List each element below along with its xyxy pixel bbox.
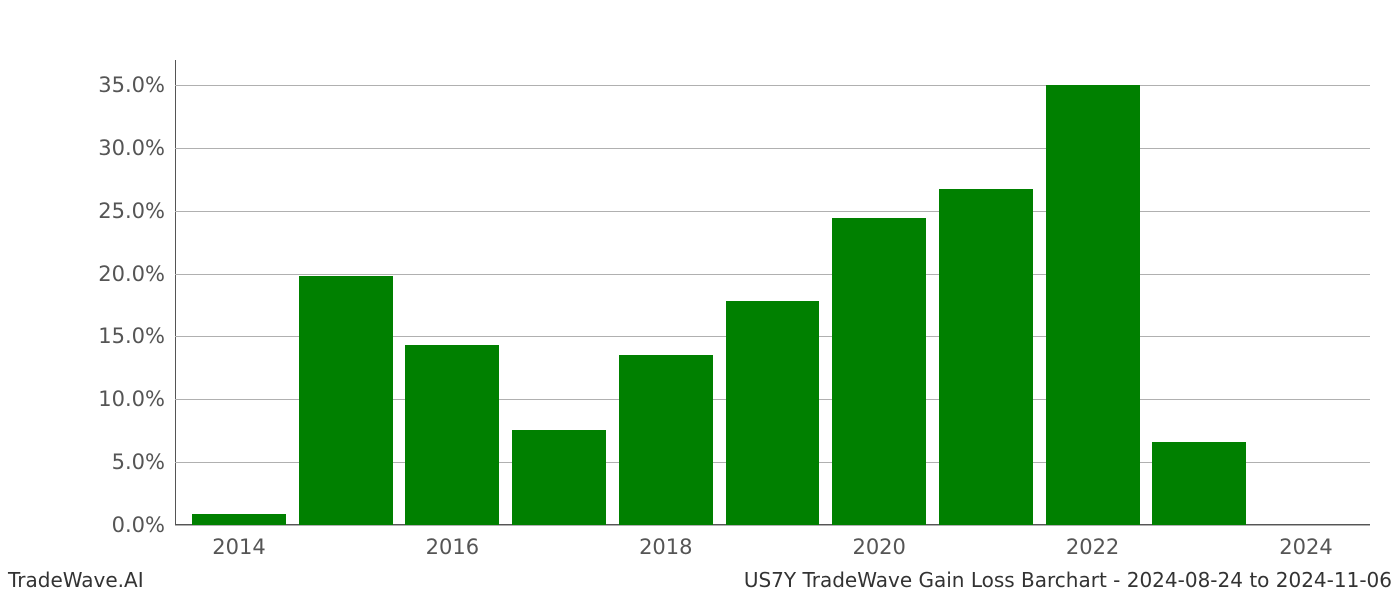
y-tick-label: 20.0% bbox=[98, 262, 165, 286]
bar bbox=[939, 189, 1033, 525]
bar bbox=[512, 430, 606, 526]
bar bbox=[192, 514, 286, 525]
y-tick-label: 25.0% bbox=[98, 199, 165, 223]
footer-caption: US7Y TradeWave Gain Loss Barchart - 2024… bbox=[744, 568, 1392, 592]
bar bbox=[832, 218, 926, 525]
bar-chart bbox=[175, 60, 1370, 525]
x-tick-label: 2024 bbox=[1279, 535, 1332, 559]
gridline bbox=[175, 525, 1370, 526]
plot-area bbox=[175, 60, 1370, 525]
bar bbox=[1152, 442, 1246, 525]
bar bbox=[299, 276, 393, 525]
gridline bbox=[175, 85, 1370, 86]
gridline bbox=[175, 148, 1370, 149]
x-tick-label: 2018 bbox=[639, 535, 692, 559]
x-tick-label: 2022 bbox=[1066, 535, 1119, 559]
y-tick-label: 0.0% bbox=[112, 513, 165, 537]
y-axis-spine bbox=[175, 60, 176, 525]
y-tick-label: 10.0% bbox=[98, 387, 165, 411]
gridline bbox=[175, 274, 1370, 275]
y-tick-label: 5.0% bbox=[112, 450, 165, 474]
footer-brand: TradeWave.AI bbox=[8, 568, 144, 592]
bar bbox=[1046, 85, 1140, 525]
y-tick-label: 15.0% bbox=[98, 324, 165, 348]
x-tick-label: 2016 bbox=[426, 535, 479, 559]
bar bbox=[619, 355, 713, 525]
bar bbox=[726, 301, 820, 525]
bar bbox=[405, 345, 499, 525]
x-tick-label: 2020 bbox=[852, 535, 905, 559]
y-tick-label: 35.0% bbox=[98, 73, 165, 97]
y-tick-label: 30.0% bbox=[98, 136, 165, 160]
x-tick-label: 2014 bbox=[212, 535, 265, 559]
gridline bbox=[175, 211, 1370, 212]
